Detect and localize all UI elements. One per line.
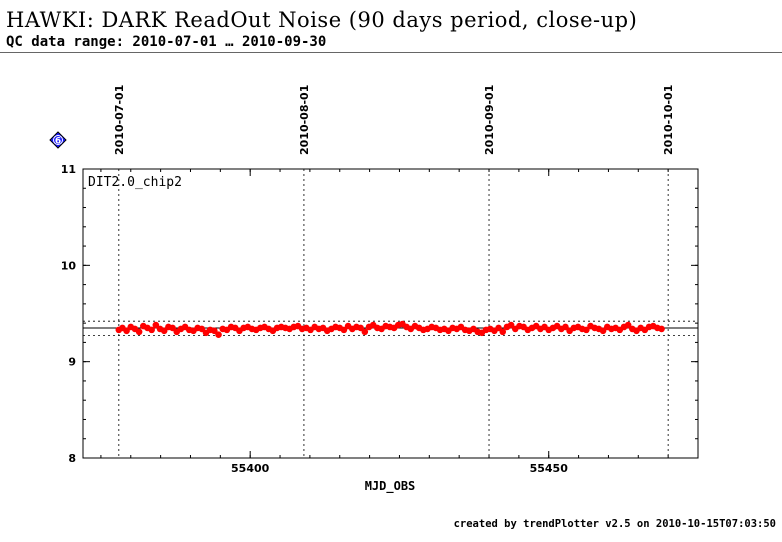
- chart-title: HAWKI: DARK ReadOut Noise (90 days perio…: [6, 8, 638, 32]
- data-point: [211, 327, 218, 335]
- data-point: [152, 321, 160, 329]
- data-point: [507, 321, 515, 329]
- badge-ring: [53, 135, 63, 145]
- data-point: [599, 327, 607, 335]
- date-marker-label: 2010-09-01: [483, 85, 496, 155]
- badge-label: 6: [55, 137, 61, 147]
- data-point: [215, 331, 222, 338]
- date-marker-label: 2010-08-01: [298, 85, 311, 155]
- date-markers: 2010-07-01 2010-08-01 2010-09-01 2010-10-01: [113, 85, 675, 458]
- plot-frame: [82, 168, 699, 459]
- y-tick-label: 8: [68, 452, 76, 465]
- date-marker-label: 2010-07-01: [113, 85, 126, 155]
- data-points: [115, 320, 665, 338]
- x-tick-label: 55450: [530, 462, 569, 475]
- x-axis-title: MJD_OBS: [365, 479, 416, 494]
- data-point: [135, 328, 143, 336]
- y-tick-label: 9: [68, 356, 76, 369]
- data-point: [160, 327, 168, 335]
- data-point: [198, 325, 206, 333]
- data-point: [357, 324, 364, 332]
- y-axis: 8 9 10 11: [61, 163, 698, 465]
- panel-label: DIT2.0_chip2: [88, 175, 182, 190]
- data-point: [624, 321, 632, 329]
- data-point: [340, 326, 348, 334]
- chart-subtitle: QC data range: 2010-07-01 … 2010-09-30: [6, 34, 327, 50]
- badge-diamond: [49, 131, 67, 149]
- data-point: [499, 328, 507, 336]
- y-tick-label: 11: [61, 163, 76, 176]
- x-tick-label: 55400: [231, 462, 270, 475]
- badge-icon: 6: [49, 131, 67, 149]
- data-point: [495, 324, 502, 332]
- date-marker-label: 2010-10-01: [662, 85, 675, 155]
- data-point: [169, 324, 176, 332]
- y-tick-label: 10: [61, 259, 77, 272]
- data-point: [148, 326, 155, 334]
- data-point: [583, 326, 590, 334]
- data-point: [123, 327, 130, 335]
- x-axis: 55400 55450: [100, 169, 699, 475]
- data-point: [562, 323, 569, 331]
- header-divider: [0, 52, 782, 53]
- data-point: [658, 325, 665, 333]
- data-point: [361, 328, 369, 336]
- footer-credit: created by trendPlotter v2.5 on 2010-10-…: [453, 518, 776, 530]
